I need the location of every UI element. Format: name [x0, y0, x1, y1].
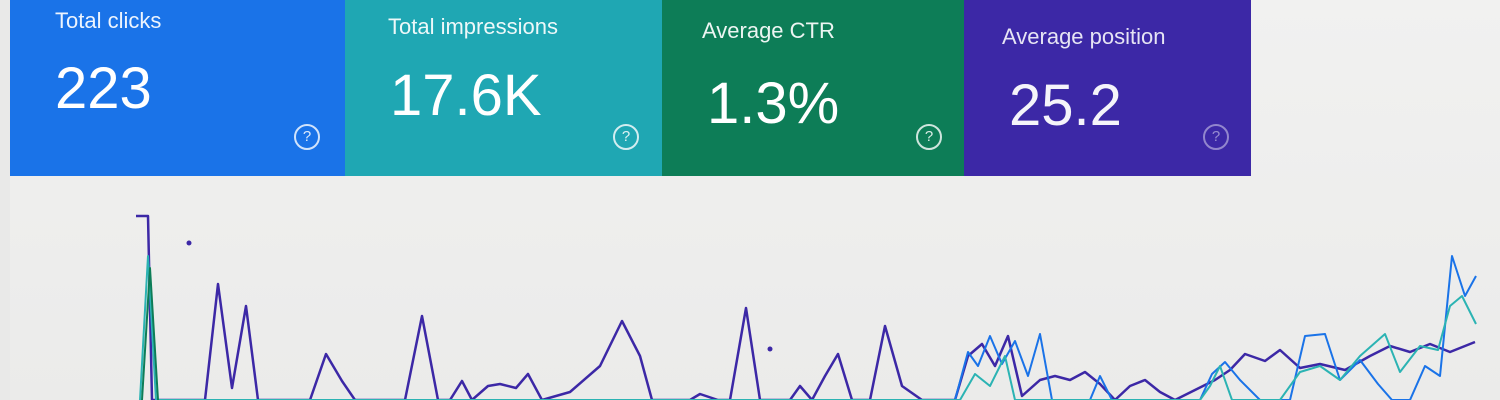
metric-value: 223 [55, 56, 152, 121]
metric-value: 25.2 [1009, 73, 1122, 138]
metric-label: Total impressions [388, 14, 558, 39]
average-ctr-line [141, 267, 159, 400]
total-clicks-card[interactable]: Total clicks 223 ? [10, 0, 345, 176]
data-point-dot [767, 346, 773, 352]
average-ctr-card[interactable]: Average CTR 1.3% ? [662, 0, 964, 176]
average-position-card[interactable]: Average position 25.2 ? [964, 0, 1251, 176]
metric-cards: Total clicks 223 ? Total impressions 17.… [10, 0, 1251, 176]
total-clicks-line [954, 255, 1477, 400]
metric-label: Total clicks [55, 8, 162, 33]
total-impressions-card[interactable]: Total impressions 17.6K ? [345, 0, 662, 176]
average-position-line [136, 214, 1476, 400]
help-icon[interactable]: ? [1203, 124, 1229, 150]
help-icon[interactable]: ? [916, 124, 942, 150]
data-point-dot [186, 240, 192, 246]
metric-value: 1.3% [707, 71, 840, 136]
performance-chart [136, 214, 1477, 400]
help-icon[interactable]: ? [613, 124, 639, 150]
metric-value: 17.6K [390, 63, 542, 128]
metric-label: Average CTR [702, 18, 835, 43]
total-impressions-line [139, 255, 1477, 400]
help-icon[interactable]: ? [294, 124, 320, 150]
metric-label: Average position [1002, 24, 1166, 49]
